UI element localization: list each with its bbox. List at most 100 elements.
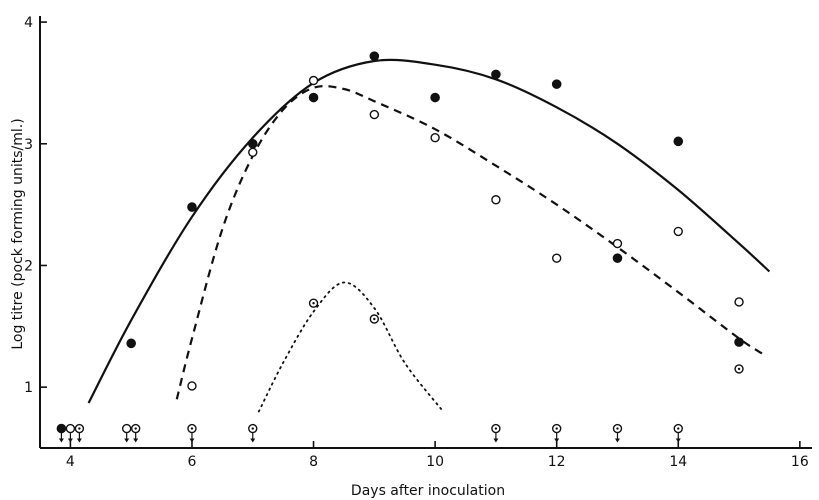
down-arrow-head bbox=[76, 438, 82, 443]
dotted-circle-point bbox=[369, 314, 380, 324]
open-circle-point bbox=[612, 238, 623, 249]
down-arrow-head bbox=[124, 438, 130, 443]
x-tick-label: 10 bbox=[426, 454, 444, 470]
filled-marker bbox=[187, 202, 197, 212]
dotted-marker-center bbox=[190, 427, 194, 430]
open-circle-point bbox=[369, 109, 380, 120]
filled-circle-point bbox=[126, 338, 136, 349]
filled-circle-point bbox=[430, 92, 440, 103]
filled-marker bbox=[126, 338, 136, 349]
x-axis-title: Days after inoculation bbox=[351, 483, 505, 499]
dotted-circle-below-detection bbox=[187, 423, 197, 443]
down-arrow-head bbox=[493, 438, 499, 443]
dotted-circle-below-detection bbox=[551, 423, 562, 443]
x-tick-label: 14 bbox=[669, 454, 687, 470]
open-circle-below-detection bbox=[65, 423, 76, 443]
y-tick-label: 1 bbox=[24, 380, 33, 396]
below-detection-markers bbox=[56, 423, 683, 443]
open-circle-below-detection bbox=[121, 423, 132, 443]
y-tick-label: 2 bbox=[24, 258, 33, 274]
open-circle-point bbox=[491, 195, 501, 205]
down-arrow-head bbox=[58, 438, 64, 443]
dotted-circle-point bbox=[734, 364, 744, 374]
open-marker bbox=[734, 297, 744, 307]
dotted-circle-below-detection bbox=[74, 423, 85, 443]
y-tick-label: 3 bbox=[24, 137, 33, 153]
open-circle-point bbox=[551, 253, 562, 263]
open-circle-point bbox=[430, 132, 440, 143]
dotted-marker-center bbox=[555, 427, 558, 430]
y-axis-title: Log titre (pock forming units/ml.) bbox=[10, 118, 26, 349]
filled-circle-point bbox=[491, 69, 501, 80]
dotted-circle-below-detection bbox=[673, 423, 683, 443]
open-circle-point bbox=[308, 75, 319, 86]
open-marker bbox=[673, 226, 683, 237]
filled-circle-point bbox=[551, 79, 562, 89]
down-arrow-head bbox=[250, 438, 256, 443]
filled-circle-point bbox=[612, 253, 623, 263]
x-tick-label: 16 bbox=[791, 454, 809, 470]
dotted-marker-center bbox=[134, 427, 137, 430]
dotted-marker-center bbox=[373, 317, 376, 321]
y-tick-label: 4 bbox=[24, 15, 33, 31]
open-marker bbox=[248, 147, 258, 157]
dotted-marker-center bbox=[616, 427, 619, 430]
open-marker bbox=[491, 195, 501, 205]
solid-fit-curve bbox=[87, 58, 771, 404]
open-marker bbox=[369, 109, 380, 120]
filled-circle-point bbox=[187, 202, 197, 212]
filled-marker bbox=[734, 337, 744, 347]
filled-marker bbox=[56, 423, 67, 434]
open-circle-point bbox=[734, 297, 744, 307]
fitted-curves bbox=[87, 58, 771, 413]
filled-marker bbox=[308, 92, 319, 103]
down-arrow-head bbox=[675, 438, 681, 443]
filled-circle-point bbox=[673, 136, 684, 147]
open-marker bbox=[551, 253, 562, 263]
open-marker bbox=[430, 132, 440, 143]
filled-marker bbox=[369, 51, 380, 61]
open-circle-point bbox=[248, 147, 258, 157]
dotted-marker-center bbox=[312, 301, 315, 305]
down-arrow-head bbox=[614, 438, 620, 443]
open-marker bbox=[612, 238, 623, 249]
dotted-marker-center bbox=[737, 367, 741, 371]
x-tick-label: 6 bbox=[188, 454, 197, 470]
down-arrow-head bbox=[189, 438, 195, 443]
open-marker bbox=[187, 381, 197, 391]
dotted-fit-curve bbox=[257, 281, 443, 413]
dotted-circle-below-detection bbox=[491, 423, 501, 443]
open-circle-point bbox=[187, 381, 197, 391]
filled-marker bbox=[491, 69, 501, 80]
dotted-circle-point bbox=[308, 298, 319, 308]
filled-marker bbox=[612, 253, 623, 263]
down-arrow-head bbox=[133, 438, 139, 443]
dotted-circle-below-detection bbox=[248, 423, 258, 443]
dotted-marker-center bbox=[494, 427, 498, 430]
dotted-circle-below-detection bbox=[612, 423, 623, 443]
filled-circle-point bbox=[308, 92, 319, 103]
filled-marker bbox=[673, 136, 684, 147]
x-tick-label: 4 bbox=[66, 454, 75, 470]
down-arrow-head bbox=[67, 438, 73, 443]
filled-marker bbox=[247, 138, 258, 149]
open-circle-point bbox=[673, 226, 683, 237]
dotted-marker-center bbox=[677, 427, 680, 430]
dotted-marker-center bbox=[251, 427, 254, 430]
filled-circle-below-detection bbox=[56, 423, 67, 443]
filled-marker bbox=[430, 92, 440, 103]
x-tick-label: 8 bbox=[309, 454, 318, 470]
dotted-circle-below-detection bbox=[130, 423, 141, 443]
open-marker bbox=[308, 75, 319, 86]
filled-circle-point bbox=[247, 138, 258, 149]
dotted-marker-center bbox=[78, 427, 81, 430]
x-tick-label: 12 bbox=[548, 454, 566, 470]
open-marker bbox=[121, 423, 132, 434]
open-marker bbox=[65, 423, 76, 434]
down-arrow-head bbox=[554, 438, 560, 443]
dashed-fit-curve bbox=[175, 84, 764, 400]
filled-circle-point bbox=[369, 51, 380, 61]
filled-circle-point bbox=[734, 337, 744, 347]
